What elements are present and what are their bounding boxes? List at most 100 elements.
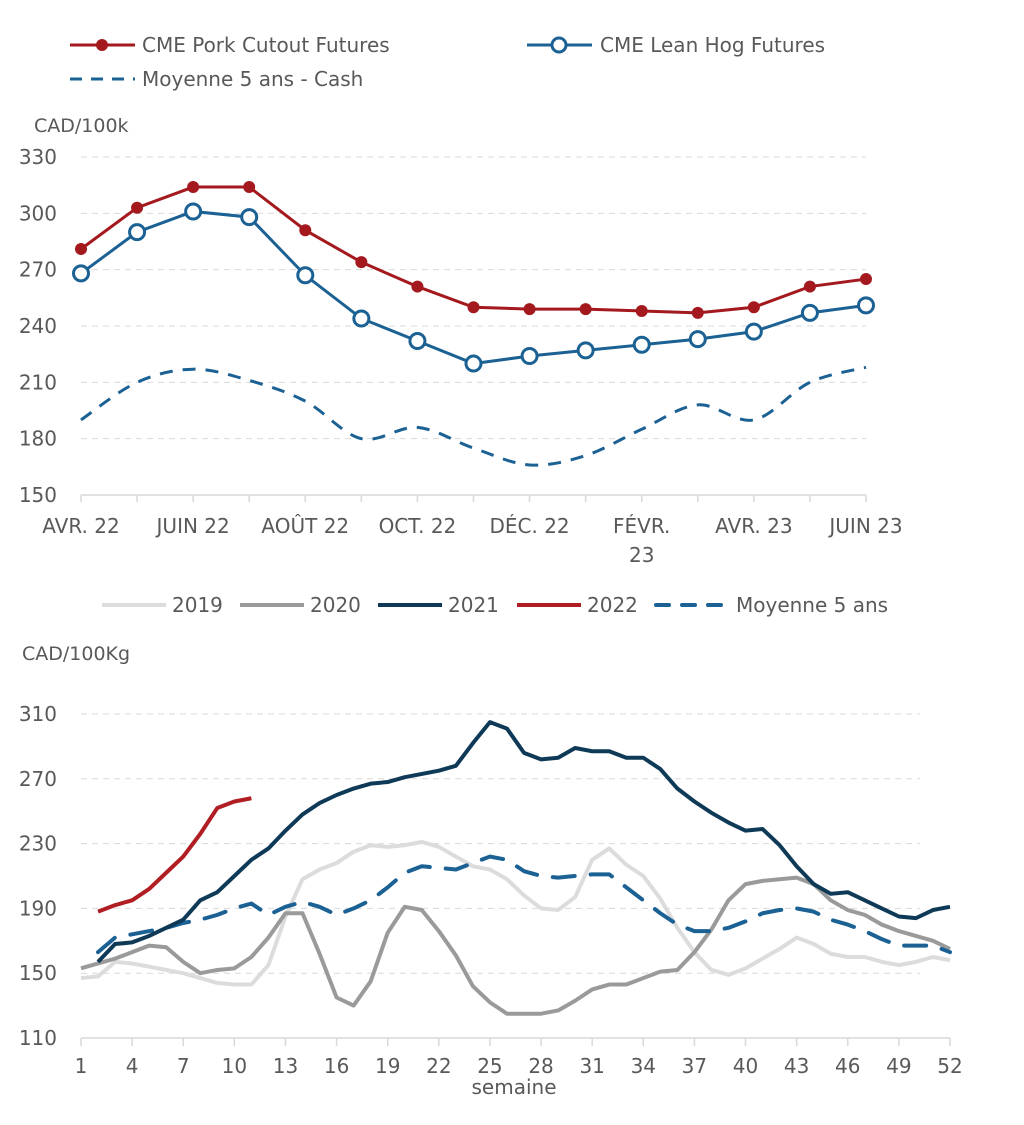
legend-item-lean-hog: CME Lean Hog Futures bbox=[527, 33, 825, 57]
y-tick-label: 300 bbox=[19, 201, 57, 225]
y-tick-label: 150 bbox=[19, 961, 57, 985]
y-unit-label-weekly: CAD/100Kg bbox=[22, 643, 130, 665]
data-point-cme-lean-hog-futures bbox=[688, 330, 707, 349]
legend-item-2021: 2021 bbox=[378, 593, 499, 617]
data-point-cme-pork-cutout-futures bbox=[75, 243, 87, 256]
legend-marker-pork bbox=[96, 39, 108, 51]
y-tick-label: 190 bbox=[19, 896, 57, 920]
legend-label-2021: 2021 bbox=[448, 593, 499, 617]
series-group bbox=[72, 181, 875, 467]
data-point-cme-pork-cutout-futures bbox=[691, 306, 704, 319]
series-line-2021 bbox=[96, 720, 951, 964]
legend-item-2020: 2020 bbox=[240, 593, 361, 617]
data-point-cme-pork-cutout-futures bbox=[803, 280, 816, 293]
legend-item-2019: 2019 bbox=[102, 593, 223, 617]
series-line-moyenne-5-ans bbox=[96, 854, 952, 955]
data-point-cme-lean-hog-futures bbox=[128, 223, 147, 242]
x-tick-label: FÉVR. bbox=[613, 514, 670, 538]
x-axis: AVR. 22 JUIN 22 AOÛT 22 OCT. 22 DÉC. 22 FÉVR.… bbox=[42, 494, 903, 567]
x-tick-label: OCT. 22 bbox=[379, 514, 457, 538]
data-point-cme-lean-hog-futures bbox=[800, 303, 819, 322]
x-tick-label: 34 bbox=[631, 1054, 656, 1078]
data-point-cme-lean-hog-futures bbox=[296, 266, 315, 285]
data-point-cme-lean-hog-futures bbox=[352, 309, 371, 328]
y-axis-ticks-weekly: 110 150 190 230 270 310 bbox=[19, 702, 57, 1050]
data-point-cme-pork-cutout-futures bbox=[523, 303, 536, 316]
legend-item-5y-avg: Moyenne 5 ans bbox=[654, 593, 888, 617]
x-axis-weekly: 1 4 7 10 13 16 19 22 25 28 31 34 37 40 43 46 49 52 bbox=[75, 1037, 963, 1078]
x-tick-label: 40 bbox=[733, 1054, 758, 1078]
series-line-2019 bbox=[80, 839, 951, 987]
x-tick-label: 25 bbox=[477, 1054, 502, 1078]
series-group-weekly bbox=[80, 720, 952, 1016]
data-point-cme-pork-cutout-futures bbox=[411, 280, 424, 293]
x-tick-label: 49 bbox=[886, 1054, 911, 1078]
x-tick-label: 13 bbox=[273, 1054, 298, 1078]
y-tick-label: 180 bbox=[19, 427, 57, 451]
y-axis-ticks: 150 180 210 240 270 300 330 bbox=[19, 145, 57, 507]
legend-label-2022: 2022 bbox=[587, 593, 638, 617]
data-point-cme-lean-hog-futures bbox=[240, 208, 259, 227]
y-tick-label: 210 bbox=[19, 370, 57, 394]
legend-label-pork: CME Pork Cutout Futures bbox=[142, 33, 390, 57]
x-tick-label: 7 bbox=[177, 1054, 190, 1078]
data-point-cme-lean-hog-futures bbox=[184, 202, 203, 221]
y-tick-label: 230 bbox=[19, 832, 57, 856]
data-point-cme-pork-cutout-futures bbox=[243, 181, 256, 194]
data-point-cme-lean-hog-futures bbox=[464, 354, 483, 373]
x-tick-label: AVR. 22 bbox=[42, 514, 119, 538]
data-point-cme-pork-cutout-futures bbox=[299, 224, 312, 237]
data-point-cme-lean-hog-futures bbox=[632, 335, 651, 354]
series-line-2022 bbox=[97, 796, 252, 914]
legend-label-avg-cash: Moyenne 5 ans - Cash bbox=[142, 67, 363, 91]
x-tick-label: 22 bbox=[426, 1054, 451, 1078]
y-tick-label: 310 bbox=[19, 702, 57, 726]
legend-item-2022: 2022 bbox=[517, 593, 638, 617]
data-point-cme-lean-hog-futures bbox=[576, 341, 595, 360]
x-tick-label: 19 bbox=[375, 1054, 400, 1078]
legend-label-5y-avg: Moyenne 5 ans bbox=[736, 593, 888, 617]
x-tick-label: 23 bbox=[629, 543, 654, 567]
series-line-2020 bbox=[80, 875, 951, 1016]
y-unit-label: CAD/100k bbox=[34, 115, 129, 137]
x-tick-label: 52 bbox=[937, 1054, 962, 1078]
x-tick-label: AOÛT 22 bbox=[261, 514, 349, 538]
series-line-cme-lean-hog-futures bbox=[80, 209, 867, 366]
legend-label-2019: 2019 bbox=[172, 593, 223, 617]
x-tick-label: DÉC. 22 bbox=[489, 514, 569, 538]
data-point-cme-pork-cutout-futures bbox=[635, 304, 648, 317]
x-tick-label: 37 bbox=[682, 1054, 707, 1078]
y-tick-label: 110 bbox=[19, 1026, 57, 1050]
x-tick-label: 31 bbox=[579, 1054, 604, 1078]
data-point-cme-lean-hog-futures bbox=[857, 296, 875, 315]
y-tick-label: 330 bbox=[19, 145, 57, 169]
x-tick-label: JUIN 22 bbox=[155, 514, 230, 538]
futures-chart: CME Pork Cutout Futures CME Lean Hog Fut… bbox=[19, 33, 903, 567]
x-tick-label: 28 bbox=[528, 1054, 553, 1078]
data-point-cme-pork-cutout-futures bbox=[747, 301, 760, 314]
x-tick-label: 43 bbox=[784, 1054, 809, 1078]
y-tick-label: 270 bbox=[19, 258, 57, 282]
legend-item-5y-cash: Moyenne 5 ans - Cash bbox=[70, 67, 363, 91]
legend-label-2020: 2020 bbox=[310, 593, 361, 617]
data-point-cme-pork-cutout-futures bbox=[579, 303, 592, 316]
legend-item-pork-cutout: CME Pork Cutout Futures bbox=[70, 33, 390, 57]
data-point-cme-lean-hog-futures bbox=[744, 322, 763, 341]
legend-marker-leanhog bbox=[550, 36, 568, 54]
x-tick-label: AVR. 23 bbox=[715, 514, 792, 538]
data-point-cme-pork-cutout-futures bbox=[467, 301, 480, 314]
y-tick-label: 240 bbox=[19, 314, 57, 338]
weekly-legend: 2019 2020 2021 2022 Moyenne 5 ans bbox=[102, 593, 888, 617]
data-point-cme-lean-hog-futures bbox=[520, 347, 539, 366]
x-tick-label: 10 bbox=[222, 1054, 247, 1078]
x-tick-label: JUIN 23 bbox=[827, 514, 902, 538]
data-point-cme-lean-hog-futures bbox=[408, 332, 427, 351]
data-point-cme-pork-cutout-futures bbox=[860, 273, 872, 286]
legend-label-leanhog: CME Lean Hog Futures bbox=[600, 33, 825, 57]
x-tick-label: 16 bbox=[324, 1054, 349, 1078]
data-point-cme-pork-cutout-futures bbox=[187, 181, 200, 194]
x-axis-title: semaine bbox=[472, 1075, 557, 1099]
data-point-cme-lean-hog-futures bbox=[72, 264, 90, 283]
series-line-moyenne-5-ans-cash bbox=[80, 365, 867, 467]
